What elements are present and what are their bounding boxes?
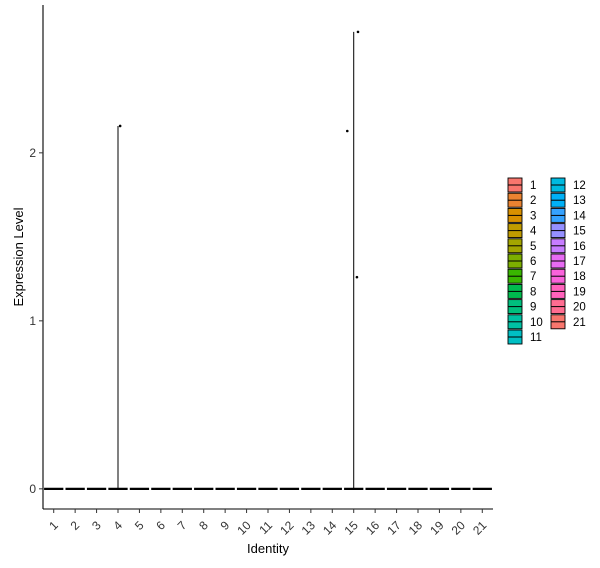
legend-label-18: 18 (573, 271, 586, 283)
x-tick-label: 20 (449, 518, 469, 538)
violins-layer (44, 31, 492, 490)
x-tick-label: 15 (341, 518, 361, 538)
x-tick-label: 16 (363, 518, 383, 538)
legend-label-6: 6 (530, 256, 536, 268)
x-tick-label: 12 (277, 518, 297, 538)
legend-label-9: 9 (530, 302, 536, 314)
x-tick-label: 14 (320, 518, 340, 538)
y-tick-label: 2 (29, 146, 36, 160)
legend-label-11: 11 (530, 332, 542, 344)
legend-label-4: 4 (530, 226, 537, 238)
legend-label-10: 10 (530, 317, 543, 329)
legend-label-12: 12 (573, 180, 586, 192)
x-tick-label: 3 (89, 518, 104, 533)
x-tick-label: 9 (218, 518, 233, 533)
x-tick-label: 18 (406, 518, 426, 538)
legend-label-1: 1 (530, 180, 536, 192)
legend-label-17: 17 (573, 256, 586, 268)
x-tick-label: 8 (196, 518, 211, 533)
data-point (118, 124, 122, 128)
x-tick-label: 7 (175, 518, 190, 533)
x-axis-title: Identity (247, 541, 289, 556)
legend-label-3: 3 (530, 210, 536, 222)
x-tick-label: 2 (68, 518, 83, 533)
legend-label-21: 21 (573, 317, 586, 329)
data-point (345, 129, 349, 133)
y-tick-label: 0 (29, 482, 36, 496)
x-ticks: 1 2 3 4 5 6 7 8 9 10 11 12 13 14 15 16 17 18 19 20 21 (46, 509, 490, 538)
legend-label-5: 5 (530, 241, 536, 253)
x-tick-label: 13 (299, 518, 319, 538)
x-tick-label: 11 (256, 518, 275, 537)
x-tick-label: 1 (46, 518, 61, 533)
x-tick-label: 4 (110, 518, 125, 533)
legend-label-19: 19 (573, 286, 586, 298)
x-tick-label: 19 (427, 518, 447, 538)
x-tick-label: 5 (132, 518, 147, 533)
legend-label-2: 2 (530, 195, 536, 207)
y-ticks: 0 1 2 (29, 146, 43, 496)
x-tick-label: 17 (384, 518, 404, 538)
legend-label-20: 20 (573, 302, 586, 314)
x-tick-label: 6 (153, 518, 168, 533)
legend-label-16: 16 (573, 241, 586, 253)
legend-label-15: 15 (573, 226, 586, 238)
y-tick-label: 1 (29, 314, 36, 328)
data-point (355, 275, 359, 279)
data-point (356, 30, 360, 34)
legend-label-14: 14 (573, 210, 586, 222)
legend-label-13: 13 (573, 195, 586, 207)
legend-label-8: 8 (530, 286, 536, 298)
y-axis-title: Expression Level (11, 207, 26, 306)
legend-label-7: 7 (530, 271, 536, 283)
points-layer (118, 30, 360, 279)
x-tick-label: 10 (234, 518, 254, 538)
x-tick-label: 21 (470, 518, 490, 538)
